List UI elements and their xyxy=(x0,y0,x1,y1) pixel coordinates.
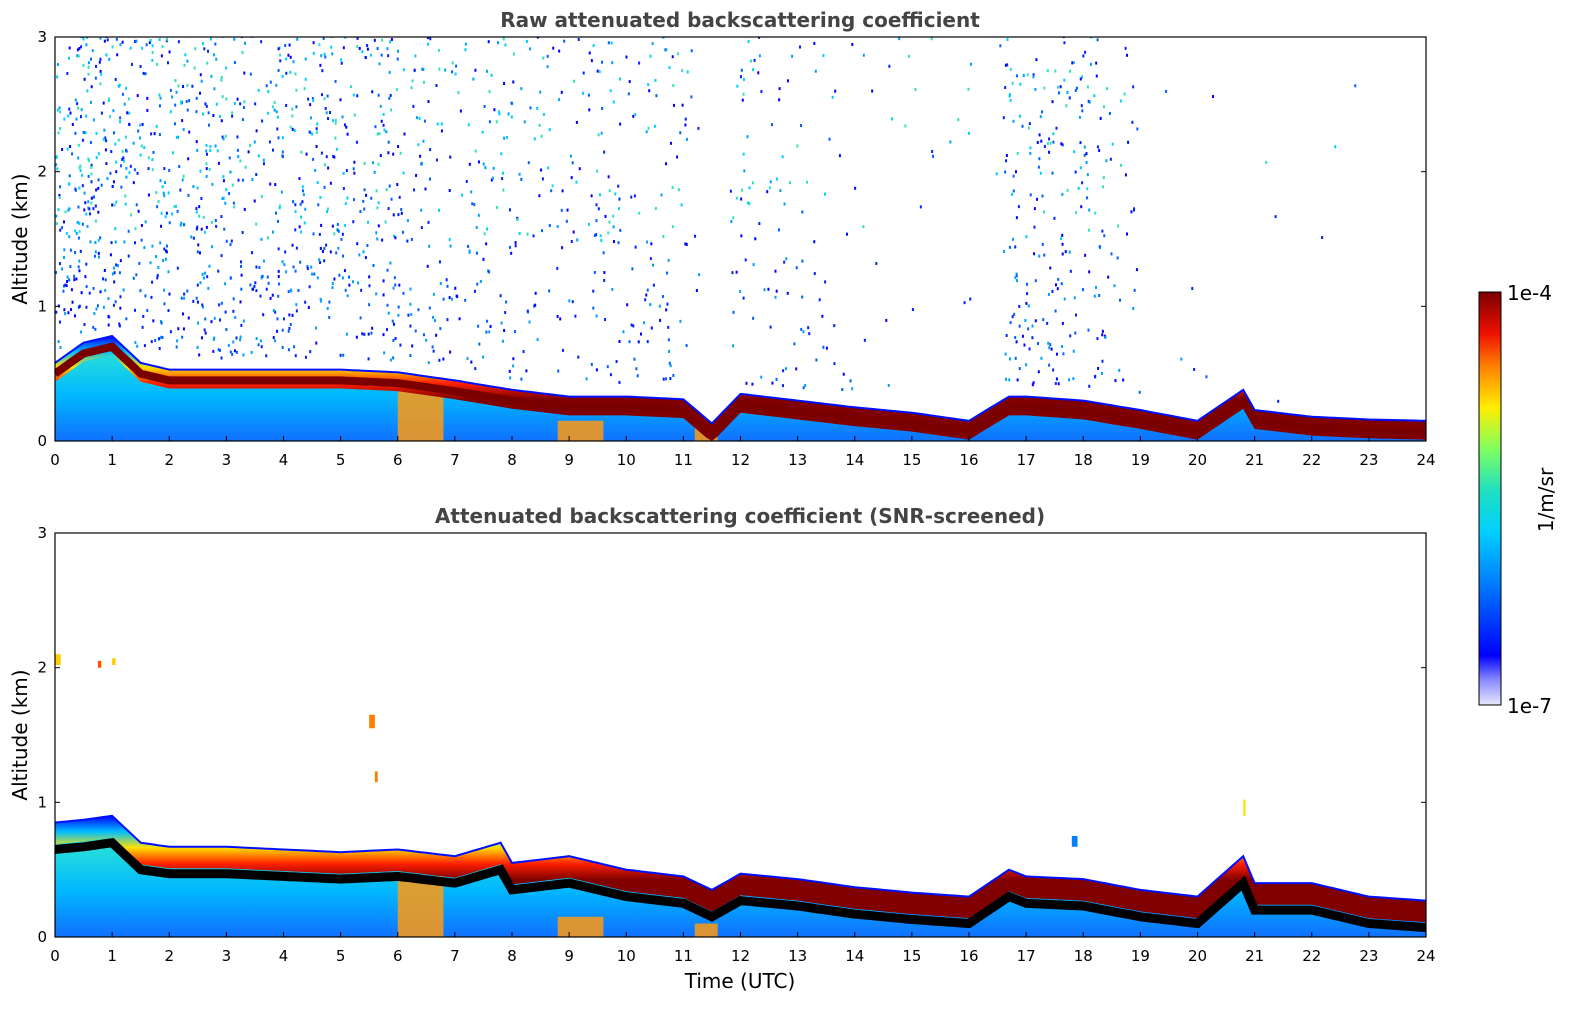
x-tick-label: 10 xyxy=(617,451,636,469)
x-tick-label: 15 xyxy=(902,451,921,469)
x-tick-label: 22 xyxy=(1302,451,1321,469)
data-gap xyxy=(700,37,724,385)
x-tick-label: 20 xyxy=(1188,947,1207,965)
boundary-layer-core xyxy=(55,837,1426,933)
y-tick-label: 1 xyxy=(37,793,47,811)
x-tick-label: 14 xyxy=(845,451,864,469)
panel-raw-x-axis: 0 1 2 3 4 5 6 7 8 9 10 11 12 13 14 15 16 17 18 19 20 21 22 23 24 xyxy=(50,436,1436,469)
dust-column xyxy=(694,923,718,937)
x-tick-label: 15 xyxy=(902,947,921,965)
x-tick-label: 23 xyxy=(1359,451,1378,469)
x-tick-label: 9 xyxy=(564,947,574,965)
x-tick-label: 21 xyxy=(1245,947,1264,965)
x-tick-label: 8 xyxy=(507,947,517,965)
x-tick-label: 0 xyxy=(50,947,60,965)
y-tick-label: 0 xyxy=(37,432,47,450)
y-tick-label: 2 xyxy=(37,659,47,677)
y-tick-label: 1 xyxy=(37,297,47,315)
x-tick-label: 2 xyxy=(164,947,174,965)
x-tick-label: 1 xyxy=(107,947,117,965)
x-tick-label: 13 xyxy=(788,451,807,469)
x-tick-label: 3 xyxy=(222,947,232,965)
dust-column xyxy=(557,420,604,441)
x-tick-label: 20 xyxy=(1188,451,1207,469)
x-tick-label: 12 xyxy=(731,947,750,965)
panel-screened-y-axis: 0 1 2 3 xyxy=(37,524,1426,946)
x-tick-label: 8 xyxy=(507,451,517,469)
x-tick-label: 9 xyxy=(564,451,574,469)
x-tick-label: 1 xyxy=(107,451,117,469)
x-tick-label: 12 xyxy=(731,451,750,469)
panel-raw-heatmap xyxy=(55,37,1426,441)
layer-edge xyxy=(55,814,1426,902)
x-tick-label: 4 xyxy=(279,451,289,469)
x-tick-label: 6 xyxy=(393,451,403,469)
boundary-layer-core xyxy=(55,342,1426,440)
panel-raw-y-axis: 0 1 2 3 xyxy=(37,28,1426,450)
x-tick-label: 2 xyxy=(164,451,174,469)
x-tick-label: 18 xyxy=(1074,451,1093,469)
boundary-layer-band xyxy=(55,815,1426,923)
x-tick-label: 10 xyxy=(617,947,636,965)
panel-raw-title: Raw attenuated backscattering coefficien… xyxy=(500,8,980,32)
panel-raw-ylabel: Altitude (km) xyxy=(8,173,32,304)
panel-screened-ylabel: Altitude (km) xyxy=(8,669,32,800)
colorbar-min-label: 1e-7 xyxy=(1507,694,1552,718)
panel-screened-heatmap xyxy=(55,654,1426,937)
x-tick-label: 21 xyxy=(1245,451,1264,469)
x-tick-label: 0 xyxy=(50,451,60,469)
x-tick-label: 5 xyxy=(336,947,346,965)
panel-raw: Raw attenuated backscattering coefficien… xyxy=(8,8,1436,469)
layer-edge xyxy=(55,334,1426,425)
x-tick-label: 24 xyxy=(1416,947,1435,965)
x-tick-label: 11 xyxy=(674,451,693,469)
x-tick-label: 18 xyxy=(1074,947,1093,965)
dust-column xyxy=(557,916,604,937)
y-tick-label: 2 xyxy=(37,163,47,181)
panel-screened-x-axis: 0 1 2 3 4 5 6 7 8 9 10 11 12 13 14 15 16 17 18 19 20 21 22 23 24 xyxy=(50,932,1436,965)
aerosol-fill xyxy=(55,340,1426,441)
x-tick-label: 6 xyxy=(393,947,403,965)
noise-speckle xyxy=(55,37,1357,403)
colorbar-gradient xyxy=(1478,291,1502,706)
x-tick-label: 14 xyxy=(845,947,864,965)
x-tick-label: 19 xyxy=(1131,451,1150,469)
colorbar-max-label: 1e-4 xyxy=(1507,281,1552,305)
x-tick-label: 16 xyxy=(959,451,978,469)
elevated-features xyxy=(55,654,1246,847)
dust-column xyxy=(397,876,444,937)
x-tick-label: 23 xyxy=(1359,947,1378,965)
colorbar-unit-label: 1/m/sr xyxy=(1534,467,1558,532)
x-tick-label: 17 xyxy=(1017,451,1036,469)
x-tick-label: 24 xyxy=(1416,451,1435,469)
y-tick-label: 3 xyxy=(37,524,47,542)
x-tick-label: 7 xyxy=(450,947,460,965)
x-tick-label: 17 xyxy=(1017,947,1036,965)
x-tick-label: 13 xyxy=(788,947,807,965)
colorbar: 1e-4 1e-7 1/m/sr xyxy=(1478,281,1558,718)
x-tick-label: 4 xyxy=(279,947,289,965)
x-tick-label: 16 xyxy=(959,947,978,965)
panel-screened-title: Attenuated backscattering coefficient (S… xyxy=(435,504,1045,528)
x-tick-label: 11 xyxy=(674,947,693,965)
x-tick-label: 22 xyxy=(1302,947,1321,965)
panel-screened: Attenuated backscattering coefficient (S… xyxy=(8,504,1436,993)
x-tick-label: 5 xyxy=(336,451,346,469)
y-tick-label: 0 xyxy=(37,928,47,946)
y-tick-label: 3 xyxy=(37,28,47,46)
x-tick-label: 3 xyxy=(222,451,232,469)
x-tick-label: 19 xyxy=(1131,947,1150,965)
panel-screened-xlabel: Time (UTC) xyxy=(684,969,796,993)
x-tick-label: 7 xyxy=(450,451,460,469)
